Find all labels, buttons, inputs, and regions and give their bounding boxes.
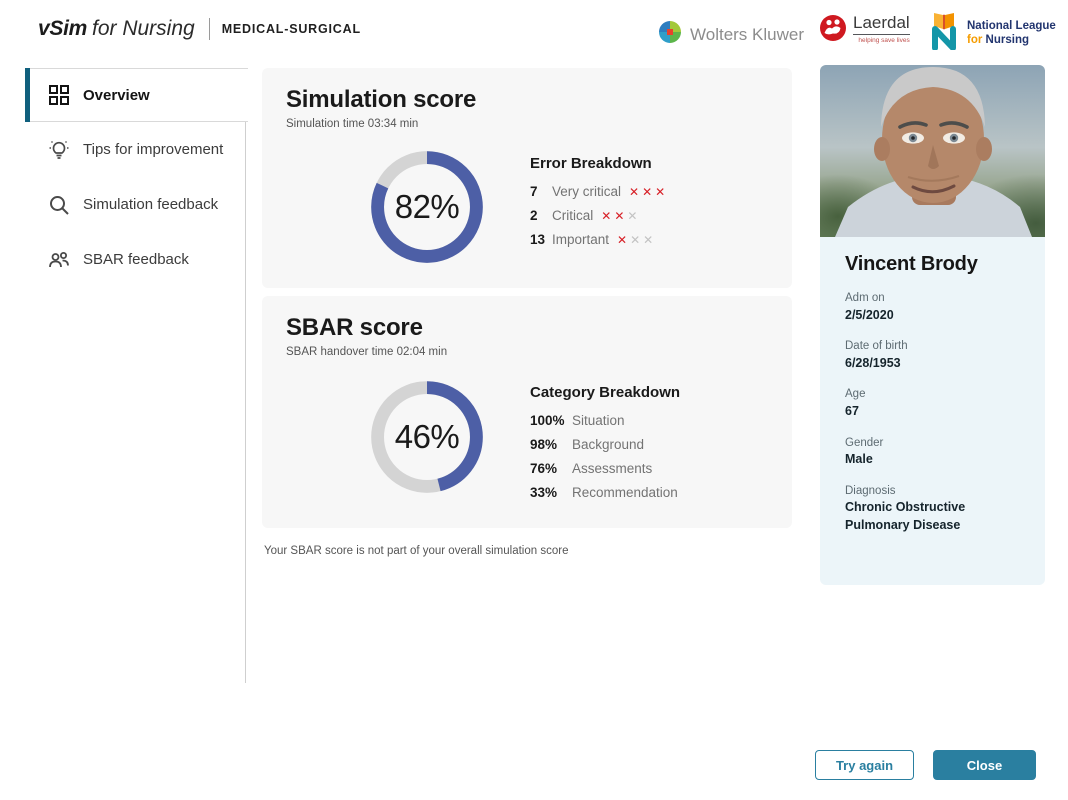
- sidebar-item-sbar-feedback[interactable]: SBAR feedback: [30, 232, 248, 287]
- simulation-score-donut: 82%: [370, 150, 484, 264]
- try-again-button[interactable]: Try again: [815, 750, 914, 780]
- active-item-accent-bar: [25, 68, 30, 122]
- sidebar-item-tips[interactable]: Tips for improvement: [30, 122, 248, 177]
- laerdal-tagline: helping save lives: [858, 36, 910, 44]
- category-row-situation: 100% Situation: [530, 413, 625, 428]
- error-breakdown: Error Breakdown 7 Very critical ✕ ✕ ✕ 2 Cr…: [530, 155, 665, 256]
- error-row-critical: 2 Critical ✕ ✕ ✕: [530, 208, 638, 223]
- app-logo-vsim: vSim: [38, 17, 87, 40]
- search-icon: [48, 194, 70, 216]
- severity-x-icons: ✕ ✕ ✕: [629, 184, 666, 199]
- sidebar-item-simulation-feedback[interactable]: Simulation feedback: [30, 177, 248, 232]
- people-icon: [48, 249, 70, 271]
- close-button[interactable]: Close: [933, 750, 1036, 780]
- laerdal-label: Laerdal: [853, 13, 910, 35]
- sidebar-item-label: Overview: [83, 86, 150, 104]
- sidebar-nav: Overview Tips for improvement Simulation…: [30, 68, 248, 287]
- sidebar-item-label: Tips for improvement: [83, 141, 224, 158]
- sbar-score-title: SBAR score: [286, 314, 423, 341]
- laerdal-icon: [819, 14, 847, 47]
- laerdal-logo: Laerdal helping save lives: [819, 13, 910, 47]
- patient-name: Vincent Brody: [845, 253, 978, 275]
- sidebar-item-label: SBAR feedback: [83, 251, 189, 268]
- category-breakdown: Category Breakdown 100% Situation 98% Ba…: [530, 384, 686, 509]
- partner-logos: Wolters Kluwer Laerdal helping save live…: [0, 0, 1068, 62]
- severity-x-icons: ✕ ✕ ✕: [617, 232, 654, 247]
- sidebar-item-overview[interactable]: Overview: [30, 68, 248, 122]
- lightbulb-icon: [48, 139, 70, 161]
- patient-field-dob: Date of birth 6/28/1953: [845, 340, 908, 370]
- error-row-very-critical: 7 Very critical ✕ ✕ ✕: [530, 184, 666, 199]
- wolters-kluwer-logo: Wolters Kluwer: [658, 20, 804, 49]
- simulation-score-title: Simulation score: [286, 86, 477, 113]
- patient-field-diagnosis: Diagnosis Chronic Obstructive Pulmonary …: [845, 484, 966, 532]
- app-logo-for-nursing: for Nursing: [92, 17, 195, 40]
- patient-info-panel: Vincent Brody Adm on 2/5/2020 Date of bi…: [820, 237, 1045, 585]
- error-row-important: 13 Important ✕ ✕ ✕: [530, 232, 654, 247]
- product-name: MEDICAL-SURGICAL: [221, 22, 361, 36]
- nln-label: National League for Nursing: [967, 19, 1056, 46]
- footer-actions: Try again Close: [815, 750, 1036, 780]
- simulation-time: Simulation time 03:34 min: [286, 118, 419, 130]
- sbar-footnote: Your SBAR score is not part of your over…: [264, 545, 569, 557]
- severity-x-icons: ✕ ✕ ✕: [601, 208, 638, 223]
- nln-logo: National League for Nursing: [928, 12, 1056, 55]
- simulation-score-value: 82%: [394, 188, 460, 225]
- patient-field-gender: Gender Male: [845, 436, 884, 467]
- sbar-score-value: 46%: [394, 418, 460, 455]
- sbar-handover-time: SBAR handover time 02:04 min: [286, 346, 448, 358]
- error-breakdown-title: Error Breakdown: [530, 155, 652, 172]
- grid-icon: [48, 84, 70, 106]
- sbar-score-donut: 46%: [370, 380, 484, 494]
- category-breakdown-title: Category Breakdown: [530, 384, 681, 401]
- category-row-recommendation: 33% Recommendation: [530, 485, 678, 500]
- patient-field-admission: Adm on 2/5/2020: [845, 292, 894, 322]
- nln-icon: [928, 12, 960, 55]
- category-row-assessments: 76% Assessments: [530, 461, 653, 476]
- sbar-score-card: SBAR score SBAR handover time 02:04 min …: [262, 296, 792, 528]
- logo-divider: [208, 18, 210, 40]
- wolters-kluwer-icon: [658, 20, 682, 49]
- sidebar-divider: [245, 122, 246, 683]
- patient-photo: [820, 65, 1045, 237]
- wolters-kluwer-label: Wolters Kluwer: [690, 24, 804, 44]
- patient-field-age: Age 67: [845, 388, 866, 419]
- sidebar-item-label: Simulation feedback: [83, 196, 219, 213]
- simulation-score-card: Simulation score Simulation time 03:34 m…: [262, 68, 792, 288]
- app-logo: vSim for Nursing MEDICAL-SURGICAL: [38, 17, 361, 41]
- category-row-background: 98% Background: [530, 437, 645, 452]
